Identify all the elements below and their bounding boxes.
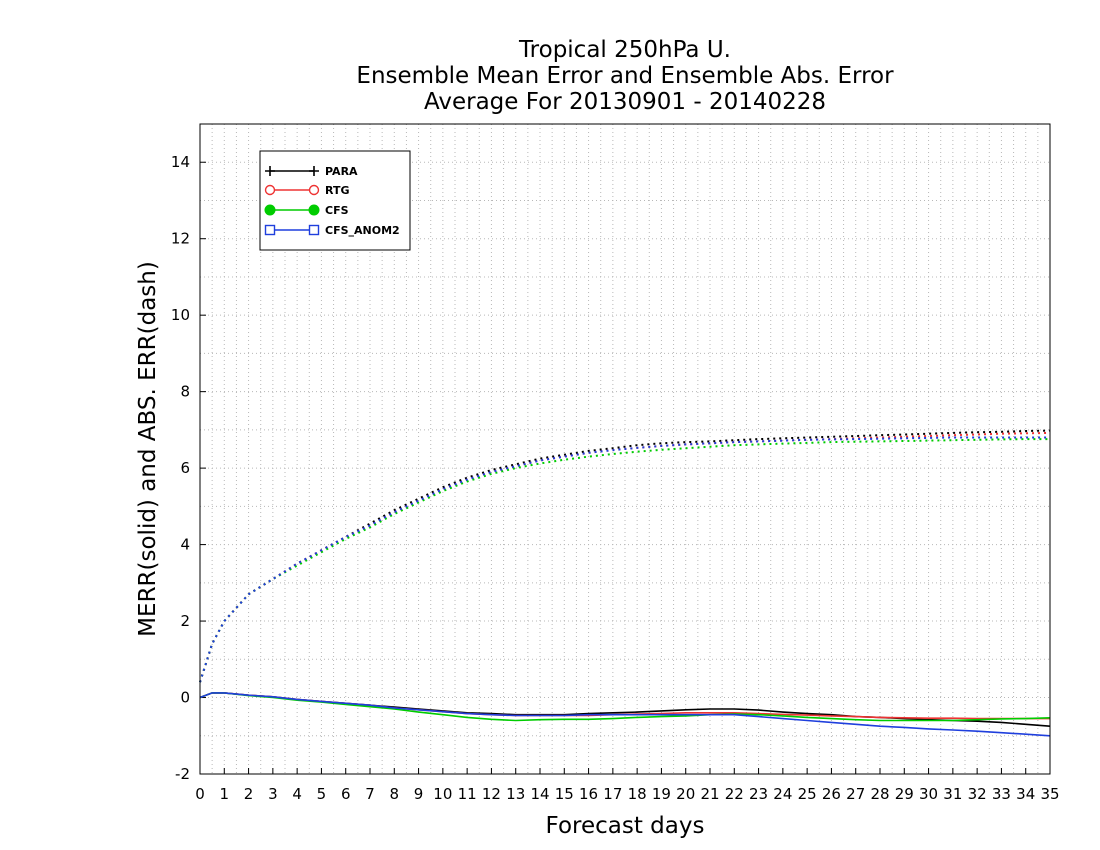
x-tick-label: 20 <box>676 785 695 803</box>
x-tick-label: 27 <box>846 785 865 803</box>
chart-title-line-3: Average For 20130901 - 20140228 <box>423 89 827 115</box>
legend-cfs-anom2-label: CFS_ANOM2 <box>325 224 400 237</box>
y-tick-label: 8 <box>180 383 190 401</box>
x-tick-label: 13 <box>506 785 525 803</box>
series-lines <box>199 429 1051 737</box>
x-tick-label: 33 <box>992 785 1011 803</box>
x-tick-label: 22 <box>725 785 744 803</box>
x-tick-label: 26 <box>822 785 841 803</box>
legend: PARA RTG CFS CFS_ANOM2 <box>259 150 411 251</box>
chart-title-line-2: Ensemble Mean Error and Ensemble Abs. Er… <box>356 63 894 89</box>
legend-plus-marker-icon <box>265 166 275 176</box>
legend-box <box>259 150 411 251</box>
legend-plus-marker-icon <box>309 166 319 176</box>
x-tick-label: 9 <box>414 785 424 803</box>
y-tick-label: 12 <box>171 230 190 248</box>
x-tick-label: 23 <box>749 785 768 803</box>
x-tick-label: 5 <box>317 785 327 803</box>
x-tick-label: 24 <box>773 785 792 803</box>
x-tick-label: 7 <box>365 785 375 803</box>
plot-frame <box>199 123 1051 775</box>
y-tick-label: 0 <box>180 689 190 707</box>
x-tick-label: 4 <box>292 785 302 803</box>
y-tick-label: 2 <box>180 612 190 630</box>
x-axis-label: Forecast days <box>546 813 705 839</box>
x-tick-label: 21 <box>700 785 719 803</box>
x-tick-label: 10 <box>433 785 452 803</box>
legend-para-label: PARA <box>325 165 358 178</box>
x-tick-label: 1 <box>220 785 230 803</box>
axis-ticks: 0 1 2 3 4 5 6 7 8 9 10 11 12 13 14 15 16 17 18 19 20 21 22 23 24… <box>171 153 1060 803</box>
y-axis-label: MERR(solid) and ABS. ERR(dash) <box>135 261 161 637</box>
x-tick-label: 35 <box>1040 785 1059 803</box>
y-tick-label: -2 <box>175 765 190 783</box>
x-tick-label: 6 <box>341 785 351 803</box>
x-tick-label: 19 <box>652 785 671 803</box>
x-tick-label: 25 <box>798 785 817 803</box>
x-tick-label: 30 <box>919 785 938 803</box>
x-tick-label: 15 <box>555 785 574 803</box>
legend-open-circle-marker-icon <box>308 184 320 196</box>
legend-filled-circle-marker-icon <box>264 204 276 216</box>
legend-rtg-label: RTG <box>325 184 350 197</box>
x-tick-label: 11 <box>458 785 477 803</box>
x-tick-label: 18 <box>628 785 647 803</box>
x-tick-label: 12 <box>482 785 501 803</box>
y-tick-label: 4 <box>180 536 190 554</box>
y-tick-label: 10 <box>171 306 190 324</box>
legend-open-square-marker-icon <box>308 224 320 236</box>
x-tick-label: 14 <box>530 785 549 803</box>
legend-cfs-label: CFS <box>325 204 349 217</box>
series-cfs-anom2-mean-error-line <box>199 692 1051 737</box>
y-tick-label: 14 <box>171 153 190 171</box>
x-tick-label: 8 <box>390 785 400 803</box>
x-tick-label: 31 <box>943 785 962 803</box>
y-tick-label: 6 <box>180 459 190 477</box>
x-tick-label: 2 <box>244 785 254 803</box>
x-tick-label: 16 <box>579 785 598 803</box>
x-tick-label: 34 <box>1016 785 1035 803</box>
legend-open-circle-marker-icon <box>264 184 276 196</box>
x-tick-label: 17 <box>603 785 622 803</box>
x-tick-label: 0 <box>195 785 205 803</box>
x-tick-label: 29 <box>895 785 914 803</box>
series-cfs-abs-error-line <box>199 438 1050 683</box>
x-tick-label: 28 <box>870 785 889 803</box>
series-cfs-anom2-abs-error-line <box>199 436 1050 683</box>
x-tick-label: 32 <box>968 785 987 803</box>
chart-title-line-1: Tropical 250hPa U. <box>519 37 731 63</box>
x-tick-label: 3 <box>268 785 278 803</box>
legend-open-square-marker-icon <box>264 224 276 236</box>
legend-filled-circle-marker-icon <box>308 204 320 216</box>
